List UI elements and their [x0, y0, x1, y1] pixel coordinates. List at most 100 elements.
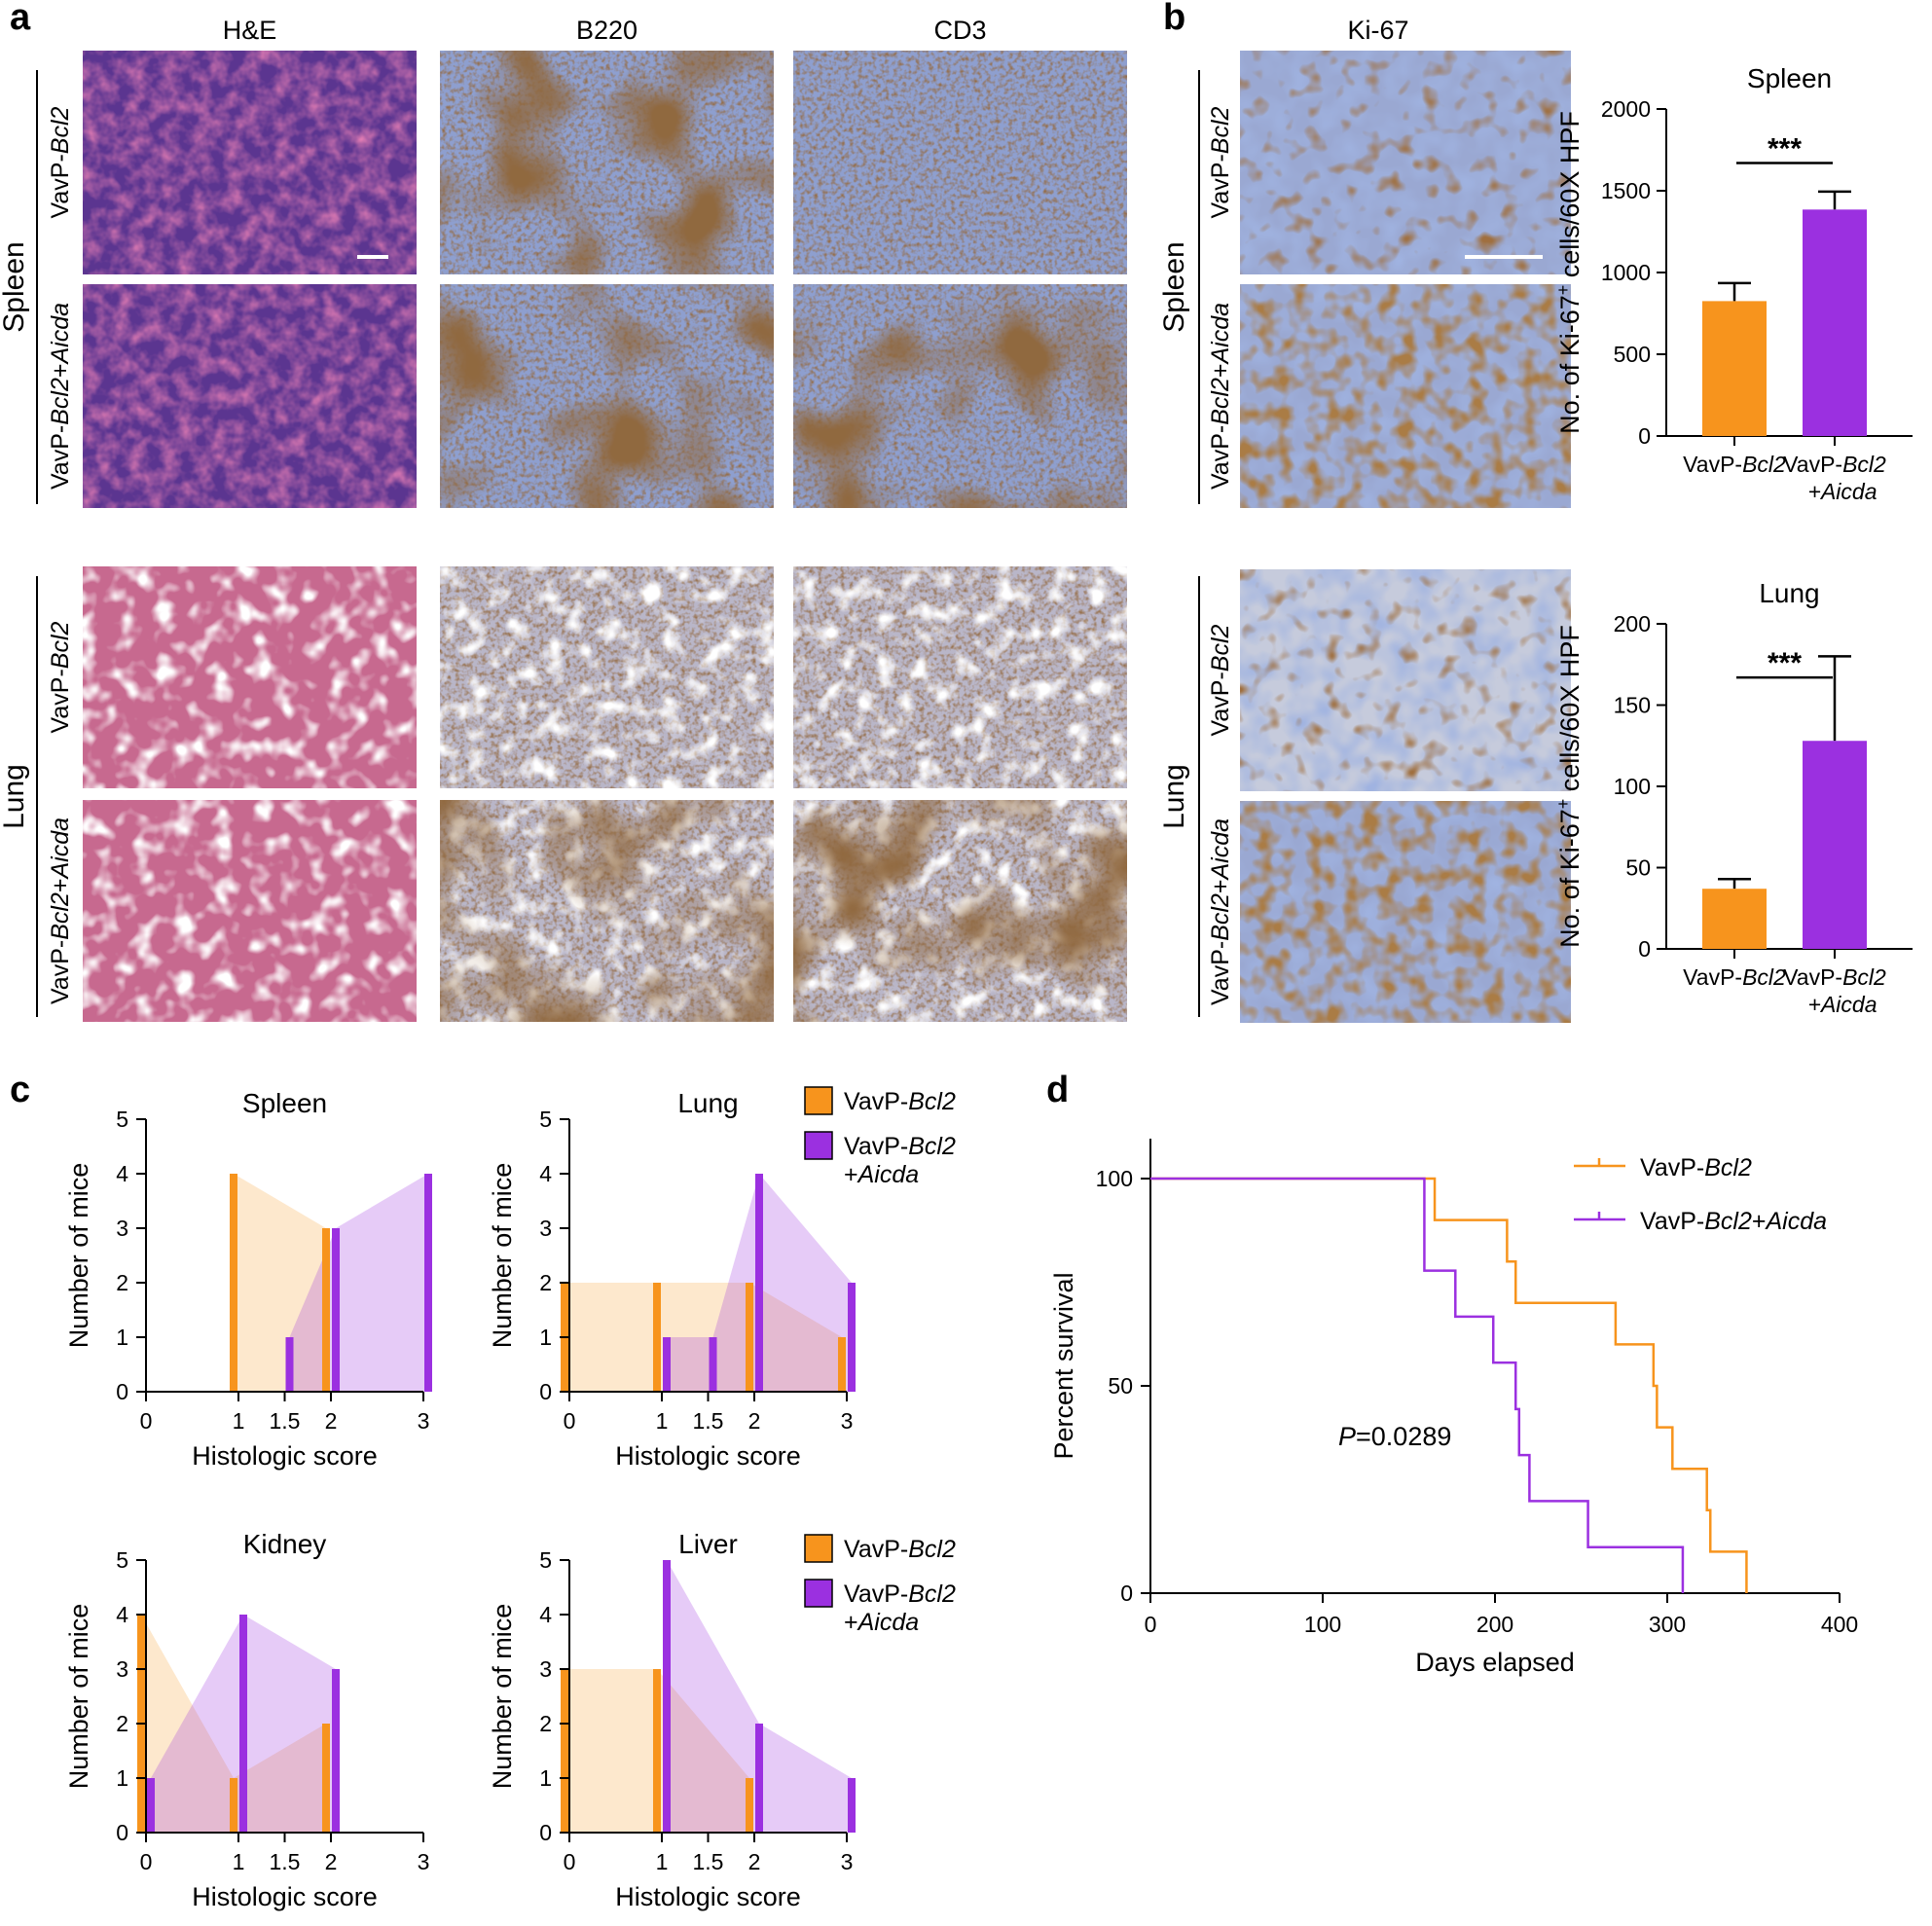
- text-span: Percent survival: [1049, 1272, 1078, 1459]
- micrograph-spleen-r0-c2: [793, 51, 1127, 274]
- text-span: Aicda: [857, 1161, 920, 1188]
- y-tick-label: 2: [116, 1270, 128, 1295]
- alveoli-texture: [83, 566, 417, 788]
- ki67-organ-label-1: Lung: [1158, 764, 1190, 829]
- legend-swatch-0: [804, 1534, 833, 1563]
- text-span: Number of mice: [488, 1604, 517, 1790]
- text-span: 1: [233, 1849, 245, 1874]
- category-label-0: VavP-Bcl2: [1683, 452, 1786, 477]
- y-tick-label: 50: [1625, 855, 1651, 881]
- text-span: Days elapsed: [1415, 1648, 1575, 1677]
- text-span: VavP-: [844, 1088, 908, 1115]
- text-span: Spleen: [0, 241, 30, 332]
- y-tick-label: 1: [539, 1325, 552, 1350]
- score-bar-1-0: [285, 1337, 294, 1392]
- y-tick-label: 5: [539, 1547, 552, 1573]
- ki67-column-header: Ki-67: [1347, 16, 1408, 45]
- y-axis-title: No. of Ki-67+ cells/60X HPF: [1553, 625, 1585, 948]
- text-span: VavP-: [47, 154, 74, 218]
- row-label-1: VavP-Bcl2+Aicda: [47, 818, 74, 1004]
- score-bar-0-2: [322, 1724, 330, 1833]
- text-span: Bcl2: [908, 1088, 956, 1115]
- text-span: Bcl2: [1742, 964, 1786, 990]
- text-span: Lung: [0, 764, 30, 829]
- y-tick-label: 0: [1638, 423, 1651, 449]
- text-span: Bcl2: [47, 892, 74, 940]
- text-span: 1.5: [270, 1849, 301, 1874]
- text-span: Bcl2: [1207, 893, 1234, 941]
- text-span: 0: [539, 1379, 552, 1404]
- x-axis-title: Histologic score: [192, 1441, 378, 1471]
- alveoli-texture: [793, 566, 1127, 788]
- category-label-0: VavP-Bcl2: [1683, 964, 1786, 990]
- score-bar-1-0: [147, 1778, 155, 1833]
- text-span: VavP-: [47, 669, 74, 733]
- series-area-0: [565, 1283, 842, 1392]
- micrograph-lung-r0-c0-content: [83, 566, 417, 788]
- y-tick-label: 1500: [1601, 178, 1651, 203]
- organ-label-lung: Lung: [0, 764, 30, 829]
- micrograph-lung-r0-c1-content: [440, 566, 774, 788]
- x-tick-label: 0: [564, 1849, 576, 1874]
- text-span: VavP-: [844, 1581, 908, 1608]
- significance-stars: ***: [1768, 132, 1802, 164]
- row-label-1: VavP-Bcl2+Aicda: [47, 303, 74, 490]
- chart-title: Spleen: [242, 1088, 327, 1118]
- text-span: 2: [748, 1849, 761, 1874]
- bar-0: [1702, 889, 1767, 949]
- text-span: Spleen: [242, 1088, 327, 1118]
- panel-c: c 0 1 2 3 4 5 0 1 1.5 2 3 Spleen Histologic score Numb…: [10, 1070, 956, 1911]
- score-bar-1-2: [332, 1669, 340, 1833]
- x-tick-label: 1: [233, 1849, 245, 1874]
- micrograph-lung-r1-c2: [793, 800, 1127, 1022]
- text-span: 300: [1649, 1612, 1686, 1637]
- y-tick-label: 5: [539, 1107, 552, 1132]
- p-value-annotation: P=0.0289: [1338, 1422, 1451, 1451]
- x-axis-title: Days elapsed: [1415, 1648, 1575, 1677]
- text-span: 2: [116, 1711, 128, 1736]
- text-span: B220: [576, 16, 638, 45]
- y-tick-label: 0: [116, 1379, 128, 1404]
- text-span: 0: [564, 1849, 576, 1874]
- text-span: 200: [1614, 611, 1651, 636]
- text-span: VavP-: [1683, 452, 1742, 477]
- micrograph-spleen-r0-c0: [83, 51, 417, 274]
- y-tick-label: 0: [1120, 1581, 1133, 1606]
- x-tick-label: 0: [140, 1849, 153, 1874]
- x-tick-label: 3: [841, 1849, 854, 1874]
- text-span: 1: [233, 1408, 245, 1434]
- text-span: Number of mice: [64, 1604, 93, 1790]
- text-span: cells/60X HPF: [1555, 625, 1585, 799]
- text-span: 0: [1145, 1612, 1157, 1637]
- text-span: No. of Ki-67: [1555, 295, 1585, 434]
- y-tick-label: 0: [1638, 936, 1651, 962]
- micrograph-spleen-r0-c1-content: [440, 51, 774, 274]
- row-label-0: VavP-Bcl2: [47, 621, 74, 733]
- x-tick-label: 0: [564, 1408, 576, 1434]
- text-span: VavP-: [1640, 1154, 1704, 1181]
- x-tick-label: 1.5: [693, 1849, 724, 1874]
- score-bar-0-2: [746, 1778, 753, 1833]
- text-span: Aicda: [47, 818, 74, 881]
- chart-title: Kidney: [243, 1529, 327, 1559]
- x-tick-label: 1.5: [693, 1408, 724, 1434]
- text-span: Bcl2: [1207, 106, 1234, 154]
- micrograph-lung-r1-c0-content: [83, 800, 417, 1022]
- y-tick-label: 1: [116, 1765, 128, 1791]
- x-tick-label: 300: [1649, 1612, 1686, 1637]
- x-tick-label: 2: [748, 1408, 761, 1434]
- legend-label-0: VavP-Bcl2: [1640, 1154, 1752, 1181]
- y-axis-title: Number of mice: [64, 1604, 93, 1790]
- text-span: 2: [539, 1711, 552, 1736]
- ihc-stain-dense: [793, 284, 1127, 508]
- score-bar-1-1: [239, 1615, 247, 1833]
- y-tick-label: 200: [1614, 611, 1651, 636]
- text-span: Aicda: [857, 1609, 920, 1636]
- text-span: Number of mice: [64, 1163, 93, 1349]
- he-texture: [83, 51, 417, 274]
- text-span: VavP-: [1207, 154, 1234, 218]
- x-tick-label: 1: [233, 1408, 245, 1434]
- histologic-chart-spleen: 0 1 2 3 4 5 0 1 1.5 2 3 Spleen Histologic score Numbe…: [64, 1088, 432, 1471]
- text-span: 5: [539, 1547, 552, 1573]
- ki67-lung-bcl2: [1240, 569, 1571, 791]
